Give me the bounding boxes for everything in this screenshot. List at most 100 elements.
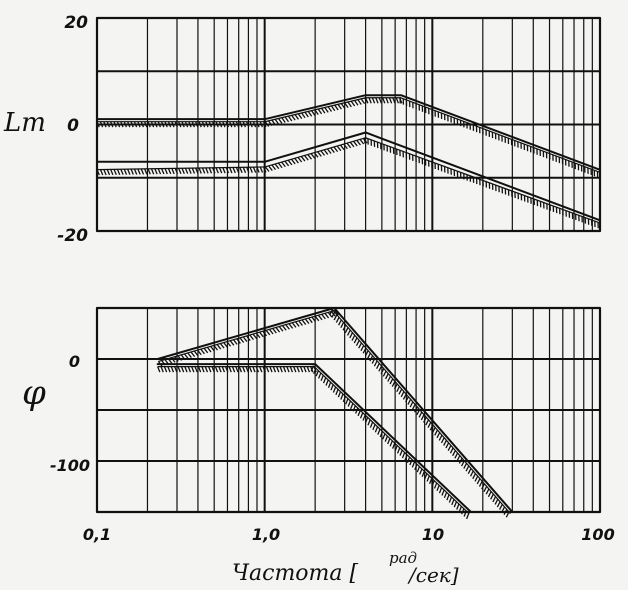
phase-hatch-tick [170,366,175,373]
magnitude-hatch-tick [110,169,114,176]
magnitude-series-hatched-3 [96,136,600,229]
phase-hatch-tick [405,396,409,403]
phase-hatch-tick [331,311,336,318]
magnitude-hatch-tick [259,166,264,173]
phase-hatch-tick [174,356,179,362]
phase-hatch-tick [349,332,354,339]
phase-hatch-tick [499,504,503,510]
phase-hatch-base [313,365,470,515]
magnitude-hatch-tick [222,121,226,128]
phase-hatch-tick [421,470,425,477]
phase-hatch-tick [197,366,202,373]
phase-hatch-tick [184,366,188,373]
magnitude-hatch-tick [395,97,400,104]
magnitude-hatch-tick [304,111,309,118]
magnitude-hatch-tick [235,167,240,174]
magnitude-hatch-tick [120,121,124,128]
phase-hatch-tick [418,411,423,418]
phase-hatch-tick [275,327,281,333]
magnitude-hatch-tick [116,169,121,175]
phase-hatch-tick [324,312,330,319]
phase-hatch-tick [364,350,369,357]
magnitude-hatch-tick [201,121,206,128]
magnitude-hatch-tick [188,167,192,174]
phase-hatch-tick [194,366,198,373]
phase-hatch-tick [478,480,483,487]
phase-hatch-tick [438,434,443,441]
magnitude-hatch-tick [249,121,253,128]
phase-hatch-tick [231,366,236,373]
phase-hatch-tick [239,337,245,343]
magnitude-hatch-tick [294,157,299,164]
phase-hatch-tick [296,366,300,373]
magnitude-hatch-tick [271,164,277,171]
magnitude-hatch-tick [178,168,182,175]
phase-hatch-tick [187,352,192,358]
magnitude-hatch-tick [154,168,158,175]
magnitude-hatch-tick [99,169,104,176]
phase-hatch-tick [167,358,173,364]
phase-hatch-tick [281,325,287,331]
phase-hatch-tick [225,366,229,373]
magnitude-hatch-tick [137,121,141,128]
magnitude-hatch-tick [212,167,216,174]
phase-hatch-tick [487,491,492,498]
phase-hatch-tick [259,331,264,338]
phase-hatch-tick [219,343,225,349]
magnitude-hatch-tick [130,168,134,175]
phase-hatch-tick [265,329,271,336]
phase-hatch-tick [334,310,339,316]
magnitude-hatch-tick [344,102,349,108]
phase-hatch-tick [306,366,311,373]
phase-hatch-tick [163,366,168,373]
magnitude-hatch-tick [140,168,145,175]
magnitude-hatch-tick [133,121,138,128]
phase-hatch-tick [315,370,319,377]
phase-grid [97,308,600,512]
magnitude-hatch-tick [232,121,236,128]
phase-hatch-tick [288,323,294,329]
magnitude-hatch-tick [359,138,365,145]
phase-hatch-tick [177,355,183,361]
magnitude-y-tick-20: 20 [64,13,88,33]
phase-hatch-tick [347,400,352,407]
phase-hatch-tick [372,424,376,431]
magnitude-hatch-tick [297,113,303,119]
magnitude-hatch-tick [184,167,189,174]
phase-hatch-tick [314,315,320,322]
magnitude-hatch-tick [174,121,179,128]
phase-series-hatched-1 [157,309,511,518]
phase-hatch-tick [425,419,430,426]
x-tick-1-0: 1,0 [252,525,280,544]
phase-hatch-tick [346,329,351,336]
magnitude-hatch-tick [252,166,257,173]
magnitude-hatch-tick [277,118,283,124]
phase-hatch-tick [232,339,238,345]
phase-hatch-tick [469,470,474,477]
phase-hatch-tick [321,313,326,320]
phase-hatch-tick [333,314,338,321]
phase-hatch-tick [458,457,463,464]
phase-hatch-tick [416,409,421,416]
phase-hatch-tick [252,333,258,340]
phase-hatch-tick [211,366,215,373]
magnitude-hatch-tick [252,121,257,128]
magnitude-hatch-tick [235,121,240,128]
phase-hatch-tick [223,342,228,348]
phase-hatch-tick [451,499,455,506]
magnitude-hatch-tick [271,119,276,126]
phase-hatch-tick [391,381,396,387]
magnitude-hatch-tick [164,121,168,128]
phase-hatch-tick [446,494,450,501]
phase-hatch-tick [456,503,460,510]
magnitude-plot-frame [95,16,602,233]
phase-hatch-tick [301,319,307,325]
magnitude-hatch-tick [368,97,372,104]
phase-hatch-tick [454,452,459,459]
phase-hatch-tick [335,389,339,396]
magnitude-hatch-tick [294,114,299,120]
magnitude-hatch-tick [326,148,332,154]
phase-hatch-tick [440,437,445,444]
phase-hatch-tick [431,480,435,487]
phase-hatch-tick [359,412,364,419]
